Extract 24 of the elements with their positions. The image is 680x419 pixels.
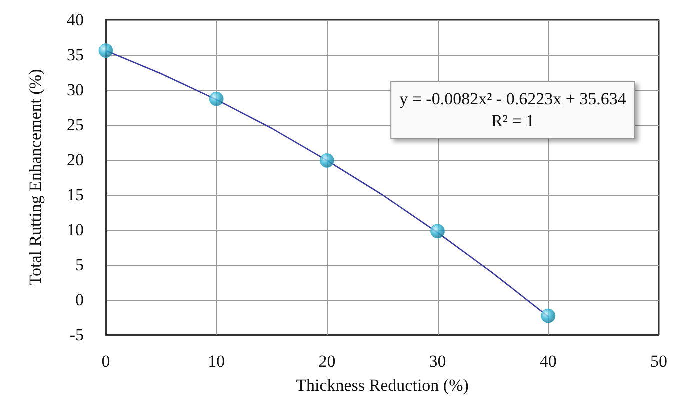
y-tick-label: 30 — [67, 80, 84, 100]
x-tick-label: 50 — [650, 352, 668, 371]
y-tick-label: 25 — [67, 116, 84, 134]
point — [209, 92, 224, 106]
y-tick-label: 10 — [67, 220, 84, 240]
y-tick-label: 35 — [67, 46, 84, 64]
x-tick-label: 30 — [429, 352, 446, 371]
x-tick-label: 0 — [102, 352, 110, 371]
y-tick-label: -5 — [70, 326, 84, 344]
y-tick-label: 15 — [67, 186, 84, 204]
x-axis-title: Thickness Reduction (%) — [296, 376, 469, 395]
y-tick-label: 40 — [67, 10, 84, 30]
y-tick-label: 0 — [76, 290, 84, 310]
y-axis-title: Total Rutting Enhancement (%) — [26, 69, 45, 286]
annotation: y = -0.0082x² - 0.6223x + 35.634 R² = 1 — [400, 90, 627, 130]
y-tick-label: 20 — [67, 150, 84, 170]
x-tick-label: 40 — [540, 352, 557, 371]
point — [320, 153, 334, 168]
y-tick-label: 5 — [76, 256, 84, 274]
point — [430, 224, 446, 239]
point — [541, 308, 556, 324]
x-tick-label: 10 — [208, 352, 226, 371]
x-tick-label: 20 — [318, 352, 336, 371]
point — [98, 44, 114, 58]
